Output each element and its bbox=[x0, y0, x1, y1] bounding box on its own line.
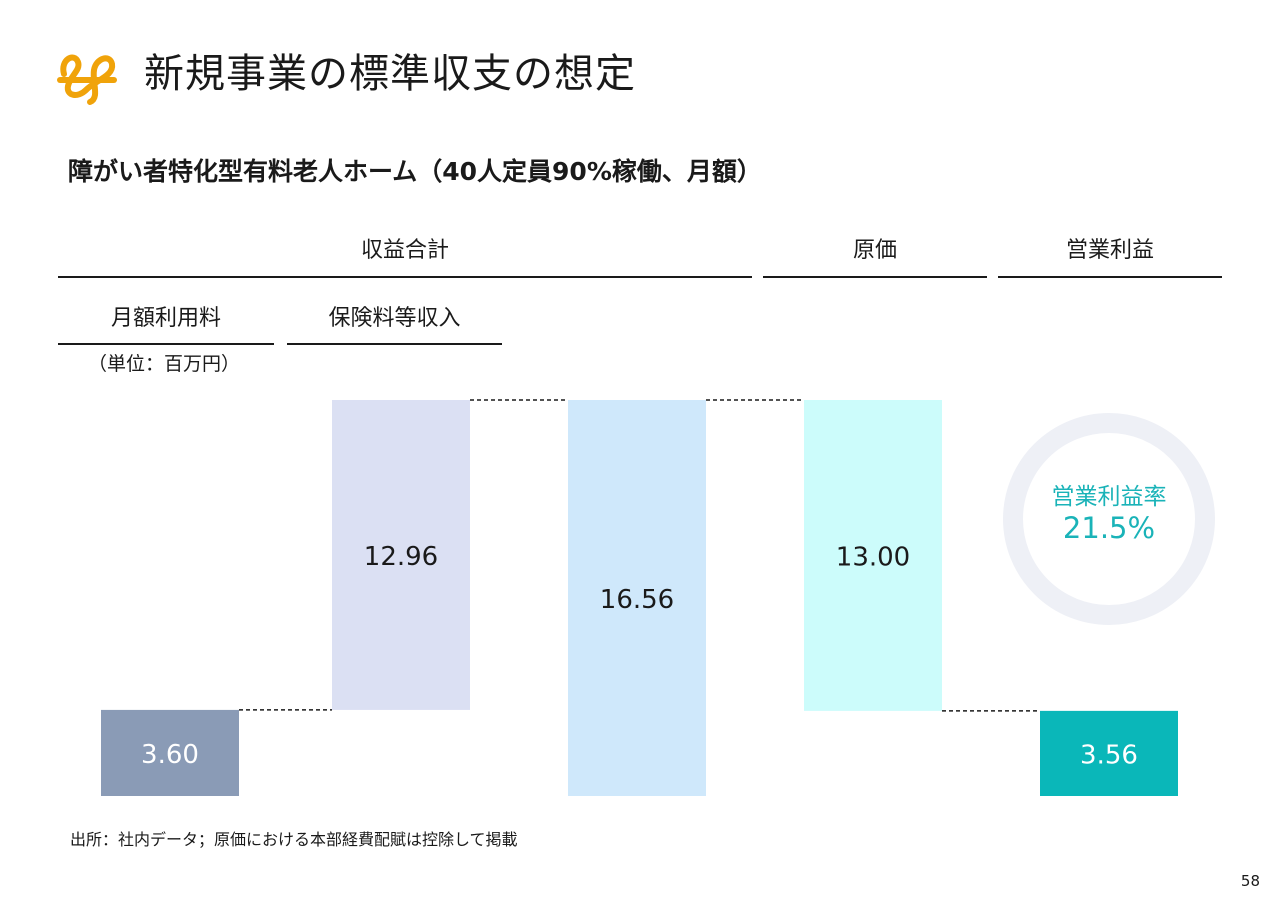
header-underline-operating-profit bbox=[998, 276, 1222, 278]
bar-insurance-income-label: 12.96 bbox=[364, 542, 438, 572]
bar-monthly-fee-label: 3.60 bbox=[141, 740, 199, 770]
page-number: 58 bbox=[1240, 872, 1260, 890]
header-cost: 原価 bbox=[852, 238, 897, 263]
bar-operating-profit bbox=[1040, 710, 1178, 796]
header-underline-insurance-income bbox=[287, 343, 502, 345]
bars-layer bbox=[101, 400, 1178, 796]
unit-label: （単位：百万円） bbox=[88, 353, 241, 375]
bar-revenue-total bbox=[568, 400, 706, 796]
kpi-ring bbox=[1003, 413, 1215, 625]
header-underline-monthly-fee bbox=[58, 343, 274, 345]
header-revenue-total: 収益合計 bbox=[360, 238, 449, 263]
company-logo-icon bbox=[57, 54, 117, 105]
labels-layer: 3.60 12.96 16.56 13.00 3.56 bbox=[141, 542, 1138, 770]
bar-insurance-income bbox=[332, 400, 470, 710]
header-operating-profit: 営業利益 bbox=[1065, 238, 1154, 263]
bar-monthly-fee bbox=[101, 709, 239, 796]
bar-revenue-total-label: 16.56 bbox=[600, 585, 674, 615]
header-underline-cost bbox=[763, 276, 987, 278]
connectors-layer bbox=[239, 399, 1040, 712]
kpi-value: 21.5% bbox=[1062, 511, 1156, 545]
header-insurance-income: 保険料等収入 bbox=[328, 306, 461, 331]
bar-operating-profit-label: 3.56 bbox=[1080, 740, 1138, 770]
source-note: 出所：社内データ；原価における本部経費配賦は控除して掲載 bbox=[70, 830, 518, 849]
page-subtitle: 障がい者特化型有料老人ホーム（40人定員90%稼働、月額） bbox=[68, 157, 762, 186]
page-title: 新規事業の標準収支の想定 bbox=[144, 51, 636, 97]
bar-cost bbox=[804, 400, 942, 711]
kpi-label: 営業利益率 bbox=[1051, 484, 1167, 510]
header-monthly-fee: 月額利用料 bbox=[110, 306, 221, 331]
header-underline-revenue-total bbox=[58, 276, 752, 278]
bar-cost-label: 13.00 bbox=[836, 542, 910, 572]
